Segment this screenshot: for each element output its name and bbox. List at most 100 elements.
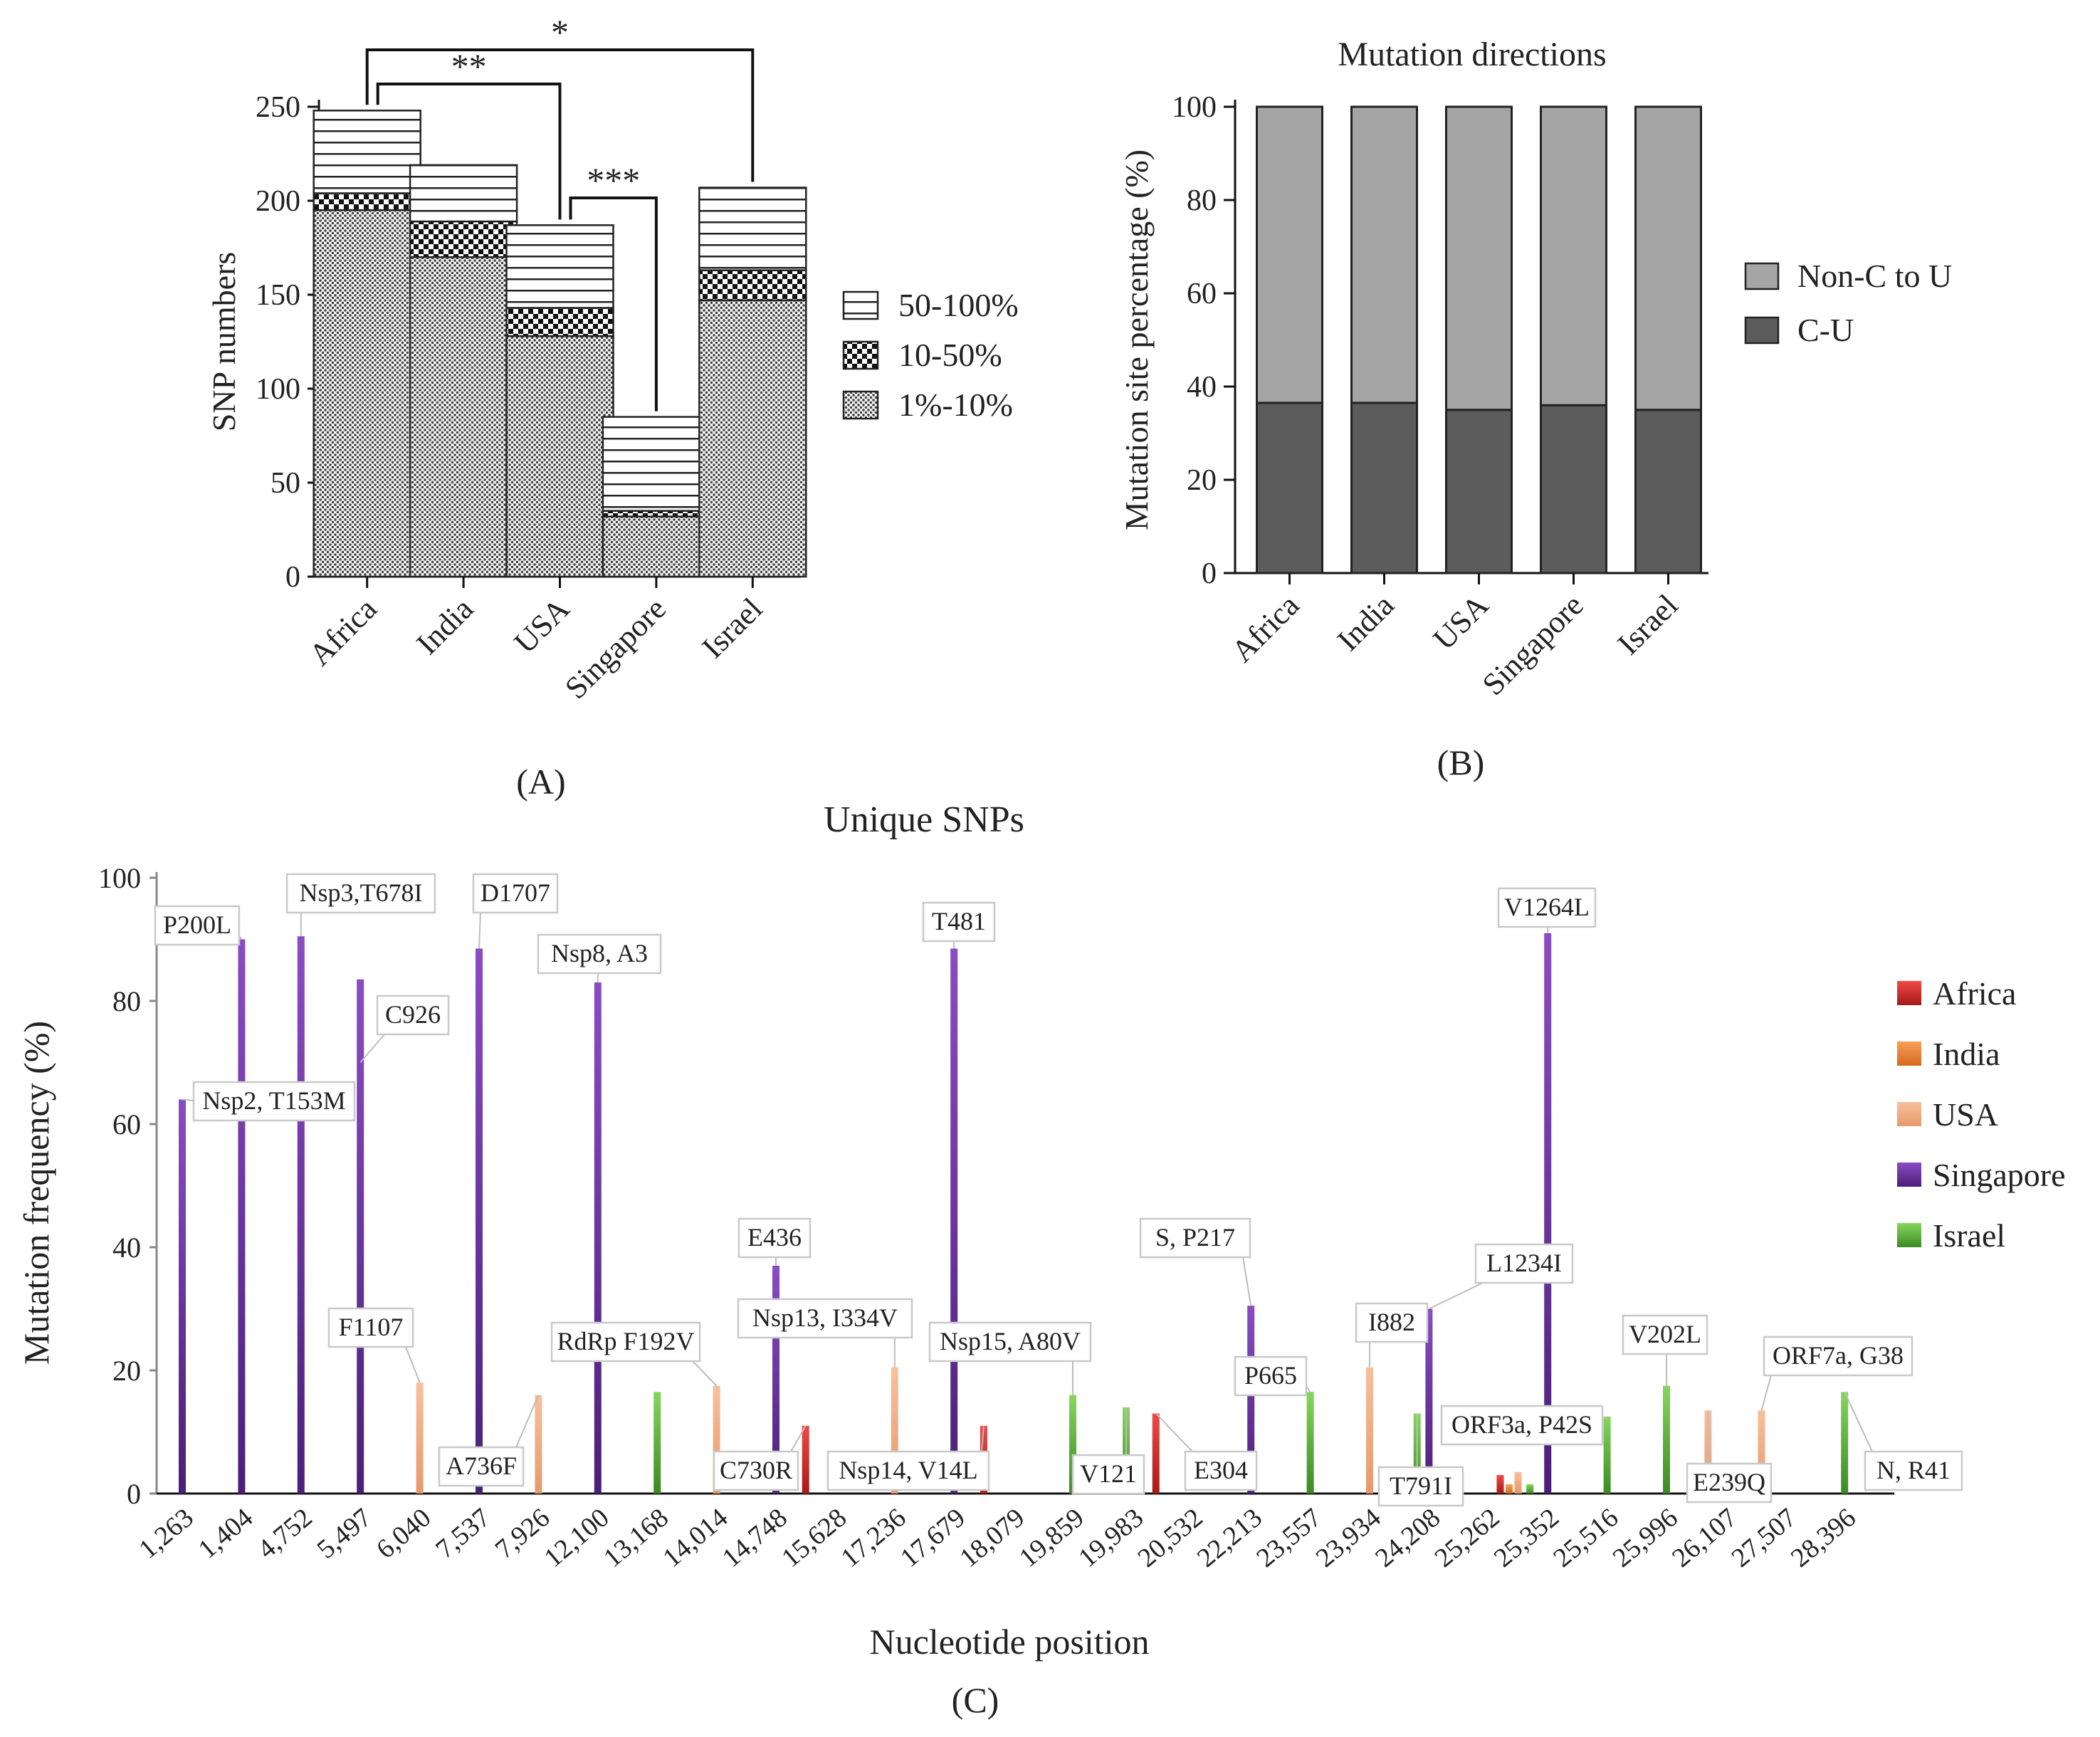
panel-b-x-tick-label: India	[1330, 587, 1401, 658]
panel-a-legend-label: 50-100%	[898, 287, 1019, 323]
panel-a-significance-bracket	[365, 48, 755, 182]
panel-b-bar-israel-non-c-to-u	[1634, 105, 1702, 411]
panel-b-legend-swatch-non-c-to-u	[1744, 262, 1780, 290]
panel-a-y-tick-label: 0	[285, 561, 300, 594]
panel-c-x-tick-label: 12,100	[539, 1503, 615, 1573]
panel-b-bar-singapore-c-u	[1540, 404, 1607, 574]
panel-c-y-tick-label: 60	[112, 1108, 141, 1140]
panel-c-bar-singapore	[476, 948, 483, 1494]
panel-c-annotation-label: V1264L	[1504, 893, 1590, 921]
panel-a-x-tick-label: Israel	[695, 591, 770, 665]
panel-c-annotation-box	[376, 995, 450, 1036]
panel-c-annotation-leader	[359, 1034, 385, 1064]
panel-c-annotation-box	[1355, 1302, 1429, 1343]
panel-c-x-tick-label: 19,859	[1014, 1503, 1090, 1573]
panel-a-legend-label: 10-50%	[898, 337, 1002, 373]
panel-a-bar-usa-1-10	[505, 335, 614, 578]
panel-c-x-tick-label: 4,752	[252, 1503, 317, 1565]
panel-c-annotation-label: V202L	[1629, 1320, 1701, 1348]
panel-b-bar-india-c-u	[1350, 402, 1418, 574]
panel-c-bar-africa	[1152, 1413, 1160, 1494]
panel-c-legend-label: Singapore	[1933, 1157, 2066, 1193]
panel-c-bar-israel	[1603, 1416, 1611, 1494]
panel-a-x-tick-label: Singapore	[558, 591, 673, 705]
panel-c-bar-india	[1505, 1484, 1513, 1494]
panel-c-annotation-leader	[405, 1346, 421, 1383]
panel-c-annotation-box	[537, 933, 662, 975]
panel-c-annotation-box	[922, 901, 996, 943]
panel-c-x-tick-label: 20,532	[1133, 1503, 1209, 1573]
panel-b-bar-usa-non-c-to-u	[1445, 105, 1513, 411]
panel-c-annotation-label: ORF3a, P42S	[1451, 1410, 1592, 1439]
panel-c-x-tick-label: 14,014	[657, 1503, 733, 1573]
panel-c-annotation-label: P200L	[163, 911, 231, 939]
panel-b-y-tick-label: 100	[1172, 91, 1217, 124]
panel-c-x-tick-label: 17,236	[836, 1503, 912, 1573]
panel-b-caption: (B)	[1437, 742, 1485, 782]
panel-c-annotation-label: T481	[932, 907, 986, 935]
panel-c-annotation-box	[826, 1450, 990, 1491]
panel-b-legend-label: C-U	[1797, 312, 1854, 348]
panel-c-x-tick-label: 27,507	[1726, 1503, 1802, 1573]
panel-c-annotation-label: E436	[747, 1223, 802, 1251]
panel-c-annotation-box	[1234, 1355, 1308, 1397]
panel-c-annotation-box	[1497, 887, 1597, 928]
panel-b-legend-label: Non-C to U	[1797, 258, 1952, 294]
panel-a-legend-swatch-10-50	[842, 340, 879, 370]
panel-b-bar-usa-c-u	[1445, 409, 1513, 574]
panel-a-legend-label: 1%-10%	[898, 387, 1013, 423]
panel-c-bar-israel	[1841, 1392, 1849, 1494]
panel-c-x-tick-label: 17,679	[895, 1503, 971, 1573]
panel-a-bar-israel-10-50	[698, 269, 807, 302]
panel-a-y-tick-label: 250	[256, 91, 300, 124]
panel-a-significance-bracket	[569, 196, 658, 411]
panel-b-x-tick-label: Israel	[1611, 587, 1685, 661]
panel-c-annotation-box	[1763, 1335, 1913, 1377]
panel-c-caption: (C)	[952, 1680, 999, 1720]
panel-a-caption: (A)	[516, 762, 565, 802]
panel-a-legend-swatch-1-10	[842, 390, 879, 420]
panel-c-annotation-label: V121	[1080, 1459, 1137, 1488]
panel-c-annotation-label: ORF7a, G38	[1773, 1341, 1904, 1370]
panel-c-annotation-label: A736F	[446, 1452, 517, 1480]
panel-a-bar-india-50-100	[409, 164, 518, 223]
panel-a-legend-swatch-50-100	[842, 290, 879, 320]
panel-a-bar-singapore-1-10	[602, 515, 711, 578]
panel-c-annotation-box	[737, 1217, 812, 1259]
panel-c-annotation-leader	[478, 912, 481, 949]
panel-c-bar-singapore	[1544, 933, 1552, 1494]
panel-b-bar-africa-c-u	[1256, 402, 1323, 574]
panel-c-annotation-box	[154, 905, 241, 946]
panel-c-x-tick-label: 7,537	[430, 1503, 495, 1565]
panel-c-annotation-label: Nsp8, A3	[551, 939, 648, 967]
panel-c-legend-label: India	[1933, 1036, 2000, 1072]
panel-c-annotation-box	[1864, 1450, 1963, 1491]
panel-b-bar-singapore-non-c-to-u	[1540, 105, 1607, 406]
panel-c-annotation-box	[192, 1081, 356, 1122]
panel-c-x-tick-label: 25,352	[1489, 1503, 1565, 1573]
panel-c-x-label: Nucleotide position	[870, 1622, 1150, 1662]
panel-a-x-tick-label: USA	[508, 591, 577, 660]
panel-a-bar-israel-50-100	[698, 187, 807, 271]
panel-b-y-tick-label: 80	[1187, 184, 1217, 217]
panel-a-x-tick-label: India	[410, 591, 481, 661]
panel-c-x-tick-label: 18,079	[954, 1503, 1030, 1573]
panel-c-annotation-label: Nsp15, A80V	[940, 1327, 1081, 1355]
panel-b: Mutation directions 0 20 40 60 80 100 Mutation …	[1118, 36, 1952, 782]
panel-c-legend-label: USA	[1933, 1096, 1998, 1133]
panel-c-bar-singapore	[357, 979, 364, 1494]
panel-c-annotation-box	[1440, 1405, 1604, 1446]
panel-c-annotation-label: F1107	[339, 1313, 404, 1341]
panel-a-y-tick-label: 150	[256, 279, 300, 312]
panel-c-x-tick-label: 25,262	[1429, 1503, 1506, 1573]
panel-a-significance-bracket	[376, 83, 562, 220]
panel-c-annotation-leader	[1155, 1412, 1193, 1452]
panel-c-x-tick-label: 6,040	[371, 1503, 436, 1565]
panel-c-annotation-box	[1622, 1314, 1708, 1355]
panel-c-x-tick-label: 26,107	[1666, 1503, 1743, 1573]
panel-c-bar-singapore	[1247, 1306, 1255, 1494]
panel-c-annotation-label: RdRp F192V	[557, 1327, 694, 1355]
panel-c-annotation-label: C730R	[720, 1456, 792, 1484]
panel-c-x-tick-label: 14,748	[717, 1503, 793, 1573]
panel-b-bar-india-non-c-to-u	[1350, 105, 1418, 404]
